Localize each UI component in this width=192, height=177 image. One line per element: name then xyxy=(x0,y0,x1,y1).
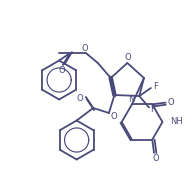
Text: F: F xyxy=(151,105,155,114)
Text: O: O xyxy=(82,44,88,53)
Text: F: F xyxy=(153,82,158,91)
Text: O: O xyxy=(111,112,117,121)
Text: O: O xyxy=(168,98,174,107)
Text: N: N xyxy=(128,95,134,104)
Text: NH: NH xyxy=(170,118,183,127)
Text: O: O xyxy=(77,94,84,103)
Text: O: O xyxy=(59,66,65,75)
Text: O: O xyxy=(125,53,132,62)
Text: O: O xyxy=(152,154,159,163)
